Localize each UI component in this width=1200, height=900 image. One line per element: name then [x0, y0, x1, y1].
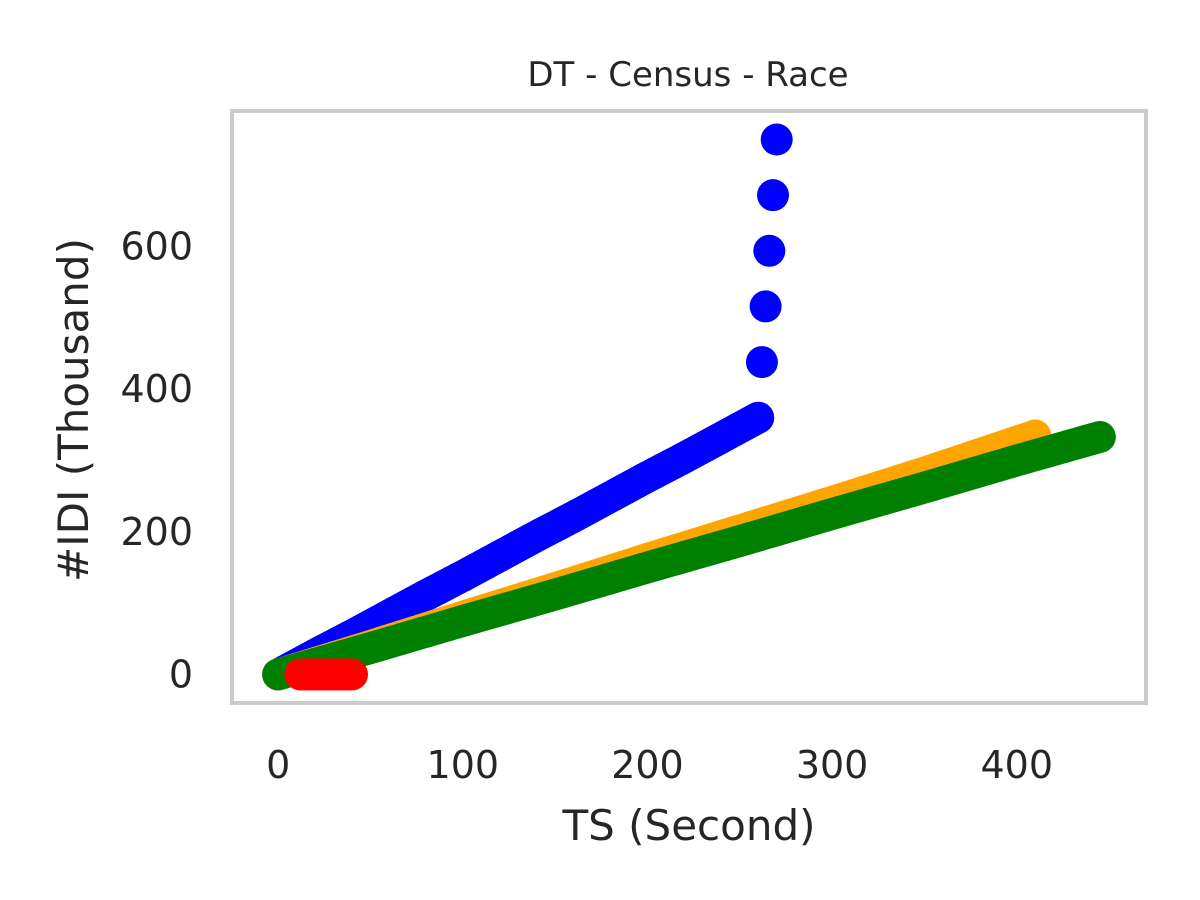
y-tick-label: 600 [120, 225, 193, 269]
x-axis-label: TS (Second) [561, 801, 815, 850]
series-3 [284, 658, 369, 691]
series-2 [262, 420, 1116, 691]
series-layer [262, 123, 1116, 691]
chart-title: DT - Census - Race [527, 55, 848, 95]
x-tick-label: 0 [266, 743, 290, 787]
x-tick-label: 200 [611, 743, 684, 787]
y-ticks: 0 200 400 600 [120, 225, 193, 697]
series-3-point [336, 658, 369, 691]
y-tick-label: 0 [169, 652, 193, 696]
y-axis-label: #IDI (Thousand) [49, 238, 98, 582]
y-tick-label: 400 [120, 367, 193, 411]
series-0-point [757, 179, 790, 212]
x-tick-label: 100 [427, 743, 500, 787]
x-ticks: 0 100 200 300 400 [266, 743, 1053, 787]
series-0-point [753, 234, 786, 267]
x-tick-label: 400 [980, 743, 1053, 787]
x-tick-label: 300 [796, 743, 869, 787]
series-0-point [749, 290, 782, 323]
series-0-point [760, 123, 793, 156]
y-tick-label: 200 [120, 510, 193, 554]
series-2-point [1083, 420, 1116, 453]
series-0-point [742, 401, 775, 434]
series-0-point [745, 346, 778, 379]
